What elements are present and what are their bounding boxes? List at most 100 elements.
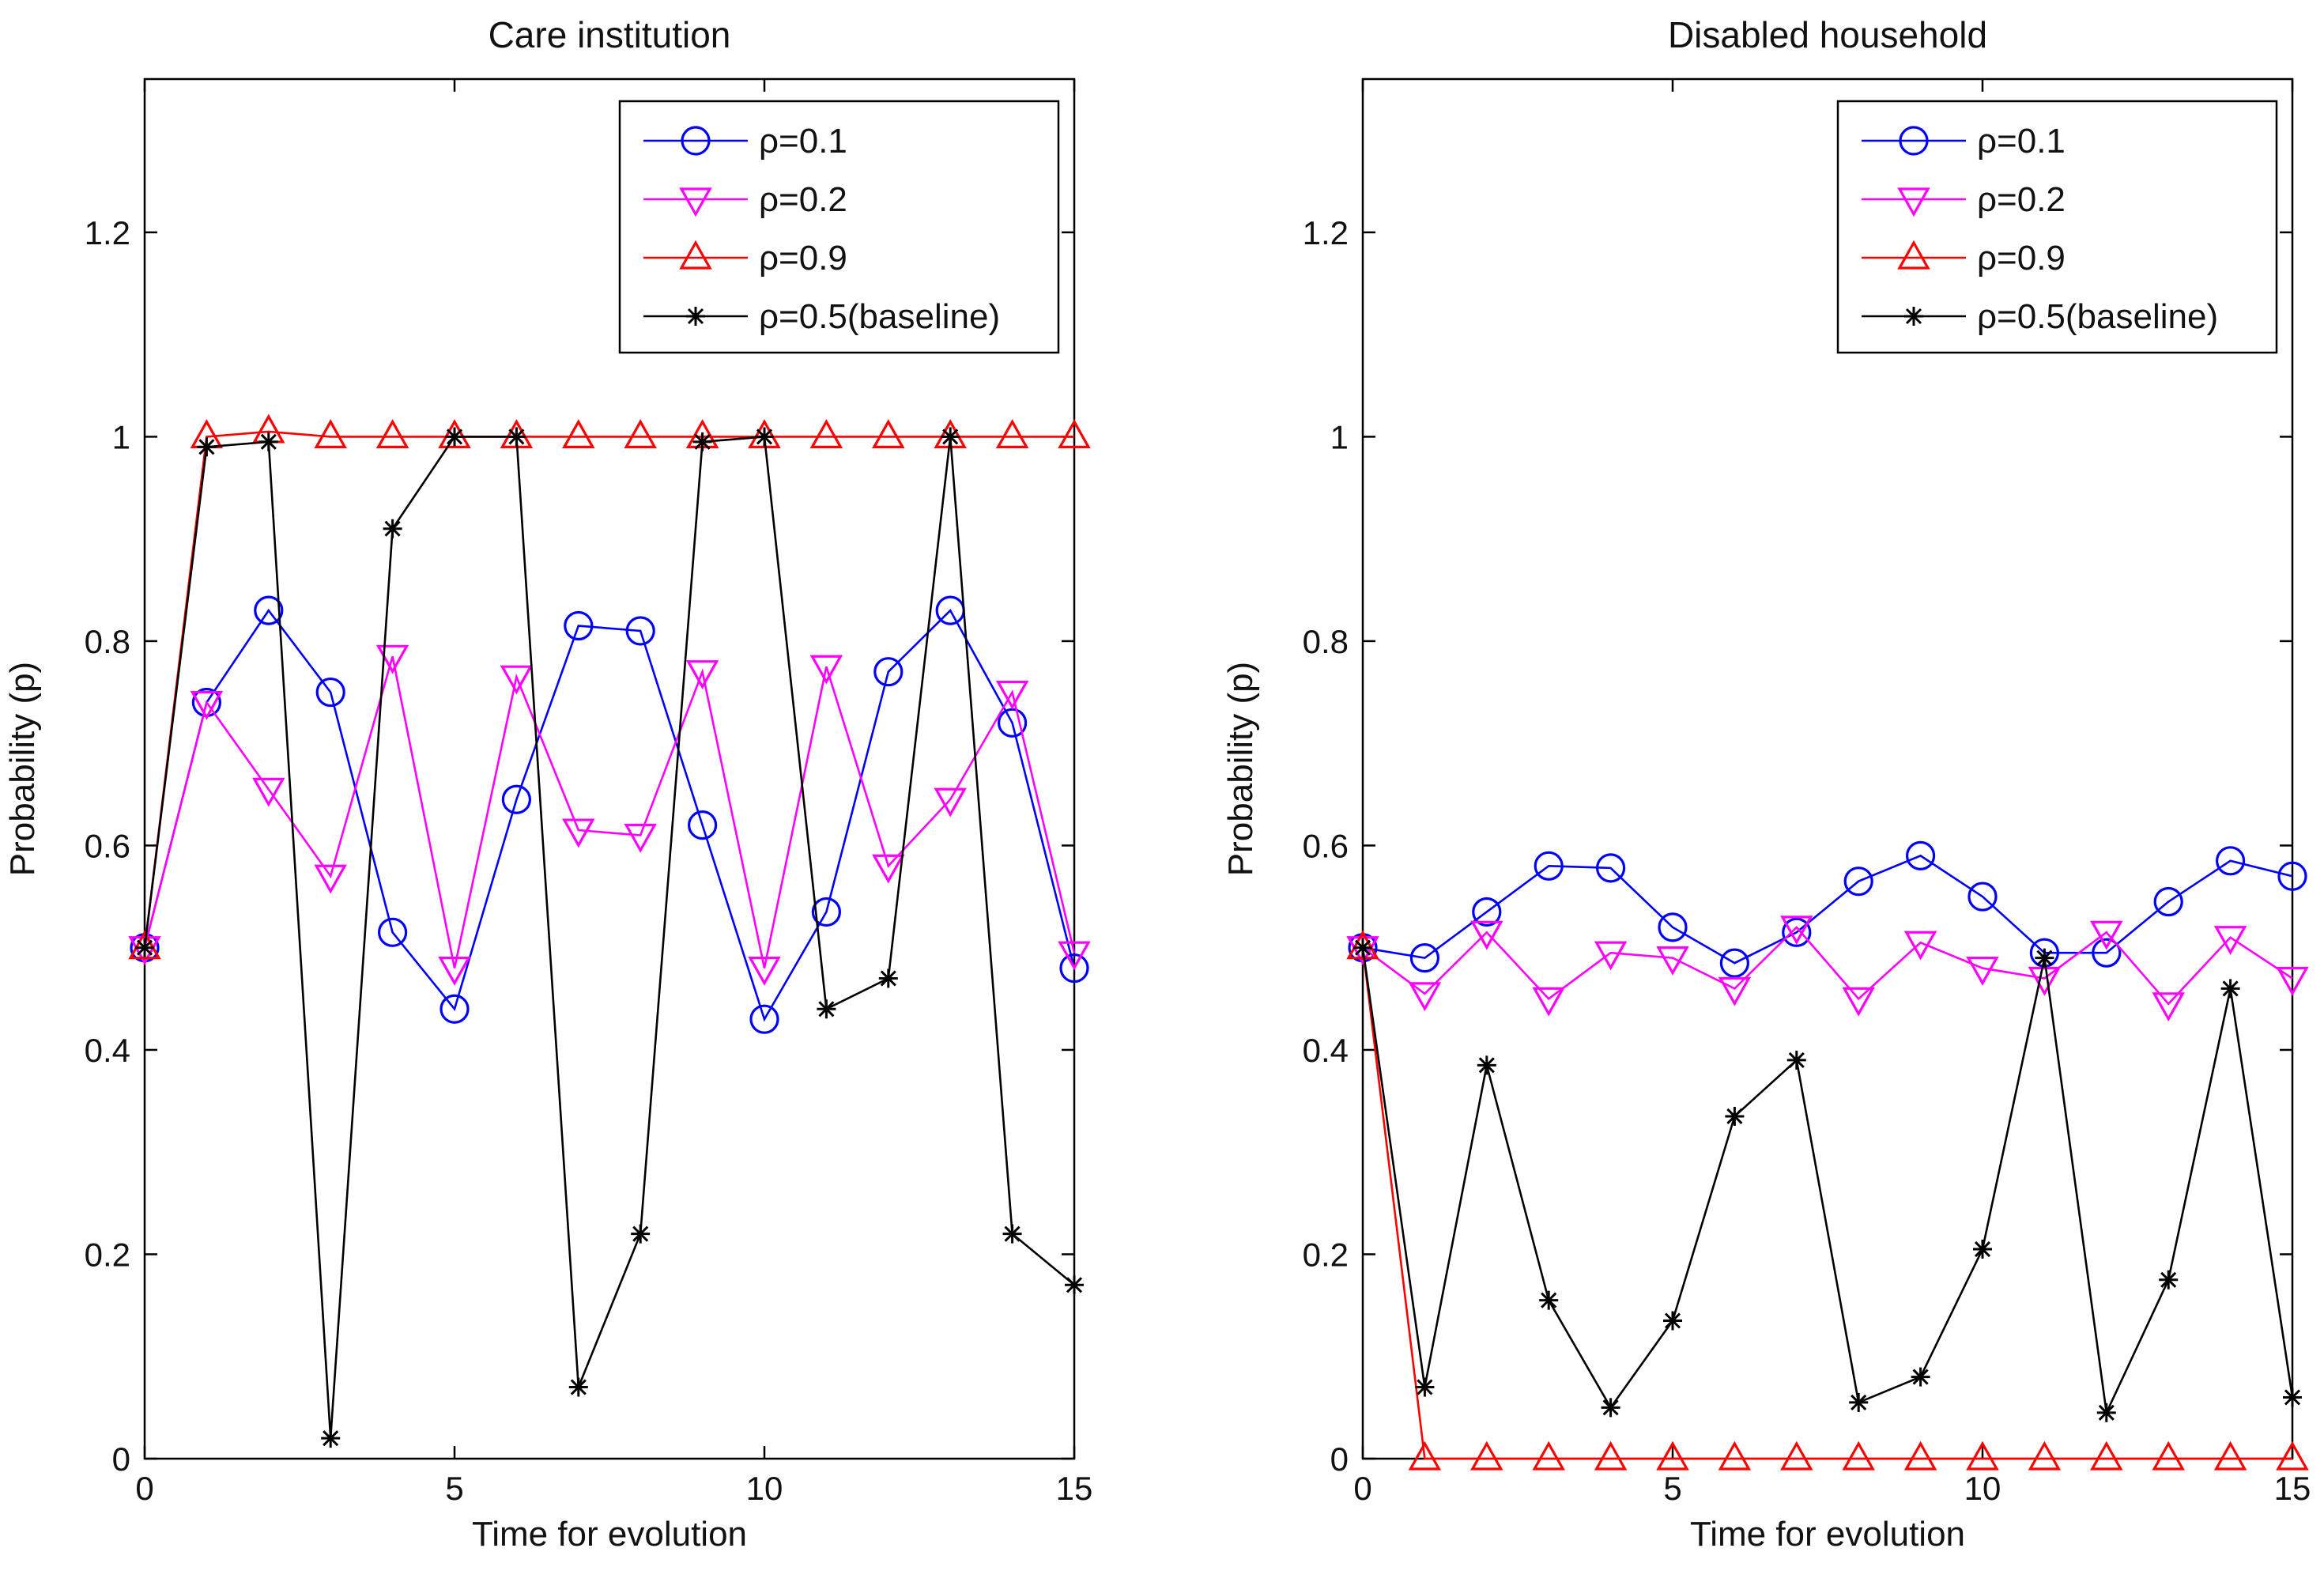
x-tick-label: 0 bbox=[135, 1470, 153, 1507]
series-3 bbox=[1346, 930, 2309, 1471]
y-axis-label: Probability (p) bbox=[1221, 662, 1260, 876]
data-point bbox=[378, 917, 408, 947]
y-tick-label: 1.2 bbox=[85, 214, 130, 251]
data-point bbox=[128, 936, 161, 965]
data-point bbox=[679, 187, 712, 217]
data-point bbox=[1415, 1377, 1435, 1397]
data-point bbox=[258, 432, 278, 451]
data-point bbox=[1470, 920, 1503, 950]
data-point bbox=[625, 616, 655, 646]
data-point bbox=[1718, 976, 1752, 1006]
series-line bbox=[1362, 854, 2293, 965]
data-point bbox=[375, 419, 409, 449]
data-point bbox=[1656, 1440, 1689, 1471]
data-point bbox=[687, 810, 718, 840]
series-3 bbox=[128, 413, 1091, 960]
data-point bbox=[1656, 946, 1689, 976]
data-point bbox=[1408, 982, 1442, 1012]
y-tick-label: 0.4 bbox=[1303, 1032, 1349, 1069]
data-point bbox=[817, 999, 836, 1019]
series-line bbox=[1362, 925, 2293, 1006]
data-point bbox=[995, 419, 1029, 449]
data-point bbox=[1472, 897, 1502, 927]
x-tick-label: 10 bbox=[746, 1470, 783, 1507]
y-tick-label: 1 bbox=[1330, 418, 1349, 455]
data-point bbox=[1903, 1440, 1937, 1471]
series-line bbox=[1361, 947, 2292, 1460]
data-point bbox=[2153, 886, 2183, 917]
data-point bbox=[1595, 853, 1626, 883]
data-point bbox=[1780, 916, 1813, 946]
x-axis-label: Time for evolution bbox=[1690, 1515, 1965, 1554]
data-point bbox=[1408, 1440, 1442, 1471]
data-point bbox=[1966, 956, 1999, 986]
plot-frame bbox=[143, 77, 1076, 1460]
data-point bbox=[873, 657, 904, 687]
data-point bbox=[1967, 882, 1998, 912]
data-point bbox=[2090, 920, 2123, 950]
data-point bbox=[383, 519, 402, 538]
data-point bbox=[190, 690, 224, 720]
legend: ρ=0.1 ρ=0.2 ρ=0.9 ρ=0.5(baseline) bbox=[1836, 100, 2278, 354]
data-point bbox=[1897, 240, 1930, 270]
data-point bbox=[507, 427, 526, 447]
series-2 bbox=[128, 644, 1091, 986]
series-line bbox=[143, 608, 1076, 1022]
data-point bbox=[1059, 953, 1089, 984]
data-point bbox=[1906, 840, 1936, 870]
data-point bbox=[681, 126, 711, 156]
legend-label: ρ=0.1 bbox=[1977, 122, 2066, 160]
data-point bbox=[2283, 1388, 2302, 1407]
data-point bbox=[1719, 948, 1749, 978]
y-tick-label: 0.4 bbox=[85, 1032, 130, 1069]
data-point bbox=[1532, 987, 1565, 1017]
series-1 bbox=[130, 595, 1089, 1034]
series-4 bbox=[1353, 938, 2302, 1422]
data-point bbox=[748, 419, 781, 449]
data-point bbox=[562, 818, 595, 848]
data-point bbox=[2276, 1440, 2309, 1471]
y-tick-label: 0.6 bbox=[85, 827, 130, 864]
data-point bbox=[1409, 943, 1440, 973]
y-tick-label: 0.2 bbox=[85, 1236, 130, 1273]
x-tick-label: 15 bbox=[1056, 1470, 1093, 1507]
data-point bbox=[438, 419, 471, 449]
series-line bbox=[143, 436, 1075, 1439]
data-point bbox=[321, 1429, 341, 1448]
data-point bbox=[2152, 1440, 2185, 1471]
data-point bbox=[2213, 926, 2247, 956]
y-tick-label: 1.2 bbox=[1303, 214, 1349, 251]
data-point bbox=[1346, 936, 1379, 965]
y-tick-label: 1 bbox=[112, 418, 130, 455]
data-point bbox=[686, 307, 705, 326]
legend-label: ρ=0.2 bbox=[759, 180, 847, 219]
chart-panel-1: Care institution 0 5 10 15 0 0.2 0.4 0.6 0.8 1 1.2 T… bbox=[3, 14, 1092, 1554]
data-point bbox=[1966, 1440, 1999, 1471]
data-point bbox=[755, 427, 774, 447]
legend-label: ρ=0.5(baseline) bbox=[759, 297, 1000, 336]
series-line bbox=[1361, 947, 2294, 1417]
data-point bbox=[1897, 187, 1930, 217]
data-point bbox=[1539, 1290, 1559, 1310]
data-point bbox=[314, 419, 347, 449]
data-point bbox=[811, 897, 842, 927]
data-point bbox=[1843, 867, 1873, 897]
data-point bbox=[748, 956, 781, 986]
data-point bbox=[1780, 1440, 1813, 1471]
data-point bbox=[2213, 1440, 2247, 1471]
series-line bbox=[143, 430, 1074, 948]
data-point bbox=[440, 994, 470, 1024]
data-point bbox=[438, 956, 471, 986]
data-point bbox=[2096, 1403, 2116, 1422]
data-point bbox=[2092, 938, 2122, 968]
data-point bbox=[2028, 966, 2062, 996]
data-point bbox=[872, 854, 905, 884]
data-point bbox=[1065, 1275, 1084, 1295]
data-point bbox=[2028, 1440, 2062, 1471]
data-point bbox=[809, 419, 843, 449]
y-tick-label: 0 bbox=[112, 1440, 130, 1478]
data-point bbox=[1718, 1440, 1752, 1471]
data-point bbox=[749, 1004, 779, 1034]
legend-label: ρ=0.5(baseline) bbox=[1977, 297, 2218, 336]
data-point bbox=[1002, 1224, 1022, 1244]
